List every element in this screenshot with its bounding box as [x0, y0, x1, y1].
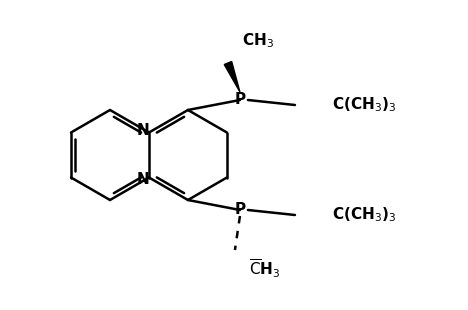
Text: C(CH$_3$)$_3$: C(CH$_3$)$_3$ — [332, 206, 396, 224]
Text: P: P — [234, 92, 246, 108]
Text: CH$_3$: CH$_3$ — [242, 32, 274, 50]
Text: $\overline{\mathrm{C}}$H$_3$: $\overline{\mathrm{C}}$H$_3$ — [249, 258, 280, 280]
Polygon shape — [224, 61, 240, 92]
Text: N: N — [137, 172, 149, 187]
Text: N: N — [137, 123, 149, 138]
Text: P: P — [234, 202, 246, 218]
Text: C(CH$_3$)$_3$: C(CH$_3$)$_3$ — [332, 96, 396, 114]
